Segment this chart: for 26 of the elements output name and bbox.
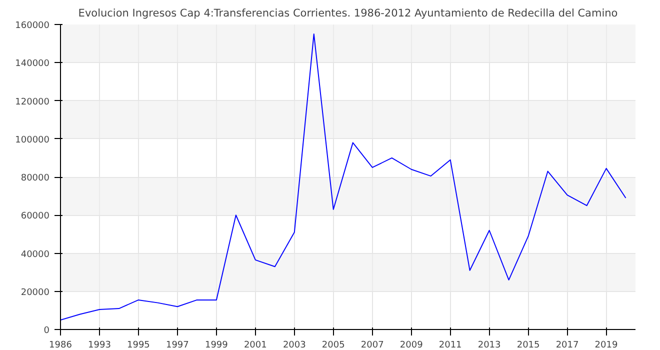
y-tick-label: 140000 [15, 59, 50, 70]
y-tick-label: 80000 [20, 174, 50, 184]
y-tick-label: 60000 [20, 212, 50, 222]
x-tick-label: 1997 [166, 340, 189, 350]
y-tick-label: 160000 [15, 21, 50, 31]
y-tick-label: 20000 [20, 288, 50, 298]
x-tick-label: 1999 [204, 340, 228, 350]
y-tick-label: 100000 [15, 135, 50, 146]
x-tick-label: 2007 [360, 340, 384, 350]
x-tick-label: 2017 [556, 340, 579, 350]
chart-title: Evolucion Ingresos Cap 4:Transferencias Corrientes. 1986-2012 Ayuntamiento de Redecilla del Camino [78, 8, 618, 20]
x-tick-label: 2011 [438, 340, 462, 350]
y-tick-label: 40000 [20, 250, 50, 260]
line-series [60, 34, 626, 320]
x-tick-label: 2005 [322, 340, 345, 350]
x-tick-label: 2001 [244, 340, 267, 350]
x-tick-label: 2009 [400, 340, 424, 350]
x-tick-label: 2013 [478, 340, 501, 350]
y-tick-label: 120000 [15, 97, 50, 108]
x-tick-label: 2019 [594, 340, 618, 350]
x-tick-label: 2003 [282, 340, 306, 350]
x-tick-label: 1995 [127, 340, 150, 350]
x-tick-label: 1986 [49, 340, 72, 350]
x-tick-label: 1993 [88, 340, 111, 350]
y-tick-label: 0 [44, 326, 50, 336]
x-tick-label: 2015 [516, 340, 540, 350]
